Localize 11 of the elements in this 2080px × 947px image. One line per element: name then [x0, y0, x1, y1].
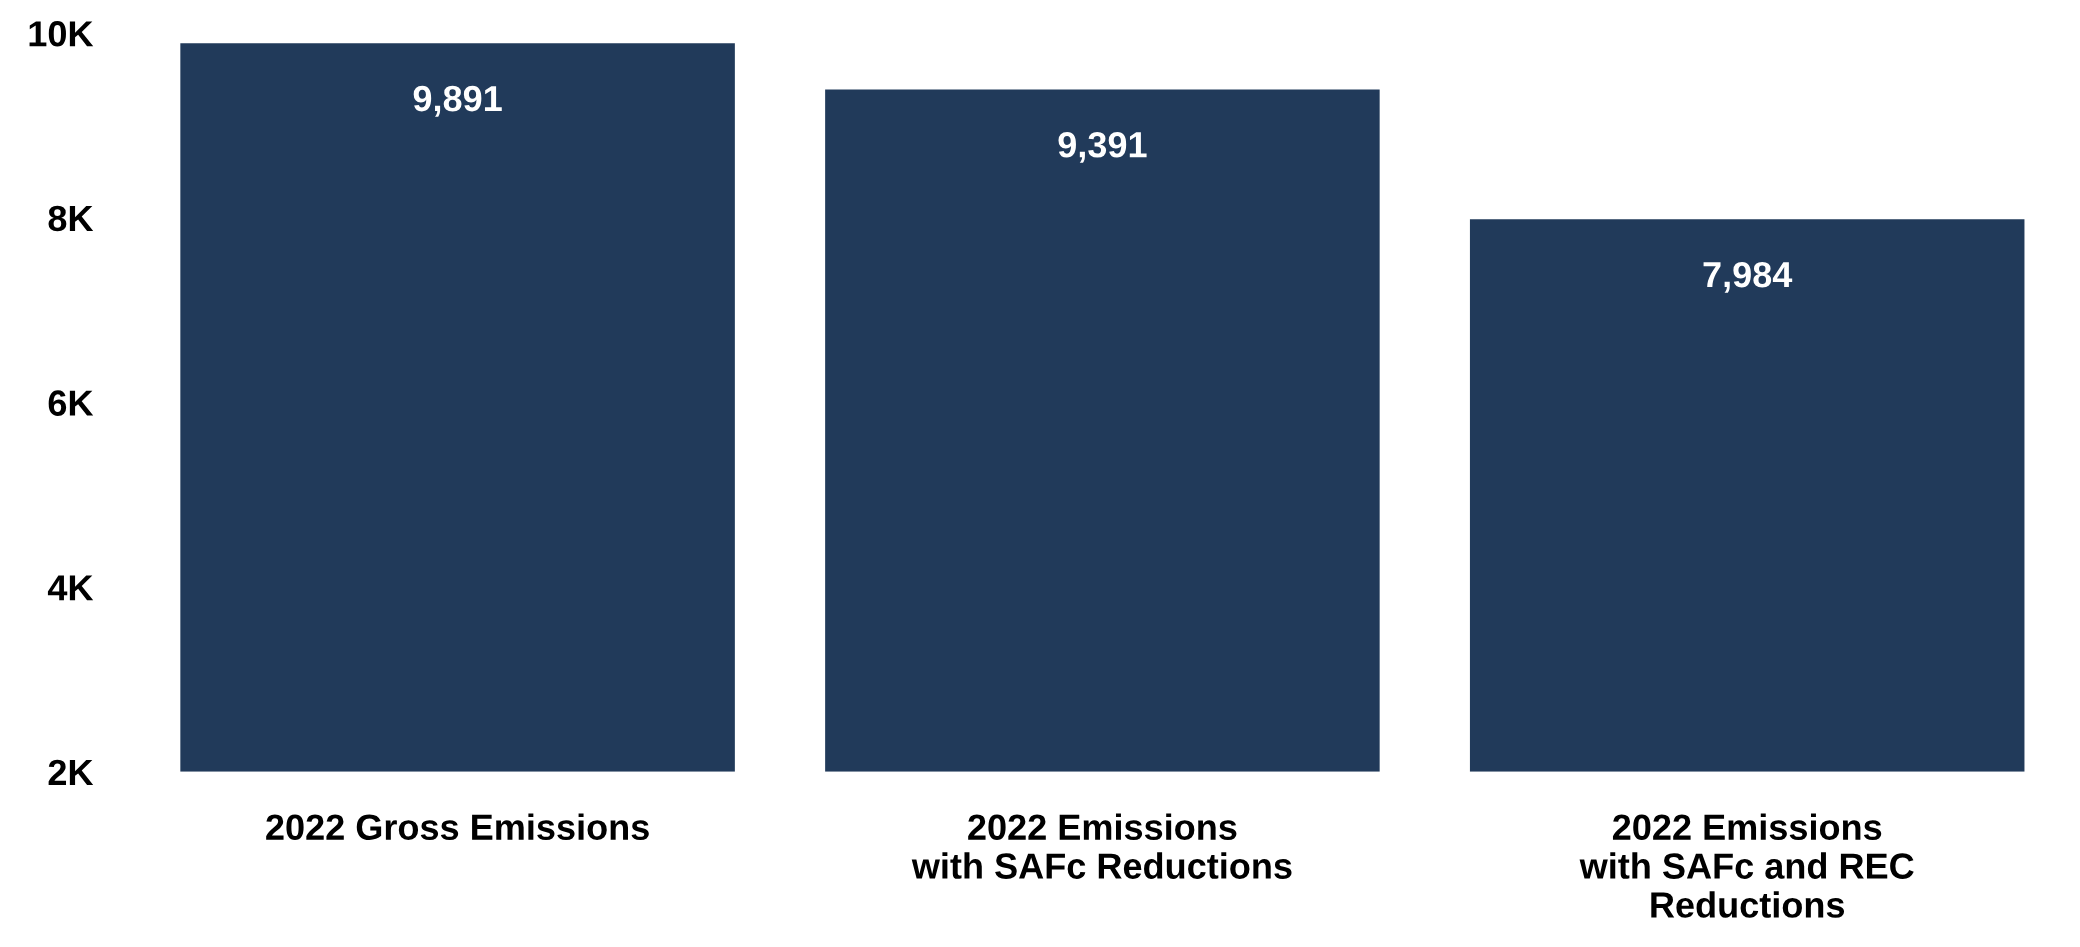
data-label: 9,891	[413, 85, 502, 117]
y-tick-label: 2K	[48, 759, 94, 785]
x-tick-label: 2022 Emissions with SAFc and REC Reductions	[1579, 813, 1914, 918]
y-tick-label: 8K	[48, 205, 94, 232]
y-tick-label: 6K	[48, 390, 94, 416]
data-label: 9,391	[1058, 132, 1147, 163]
x-tick-label: 2022 Gross Emissions	[266, 813, 649, 840]
y-tick-label: 4K	[47, 575, 94, 601]
data-label: 7,984	[1703, 261, 1793, 293]
x-tick-label: 2022 Emissions with SAFc Reductions	[911, 813, 1292, 879]
y-tick-label: 10K	[29, 21, 94, 47]
